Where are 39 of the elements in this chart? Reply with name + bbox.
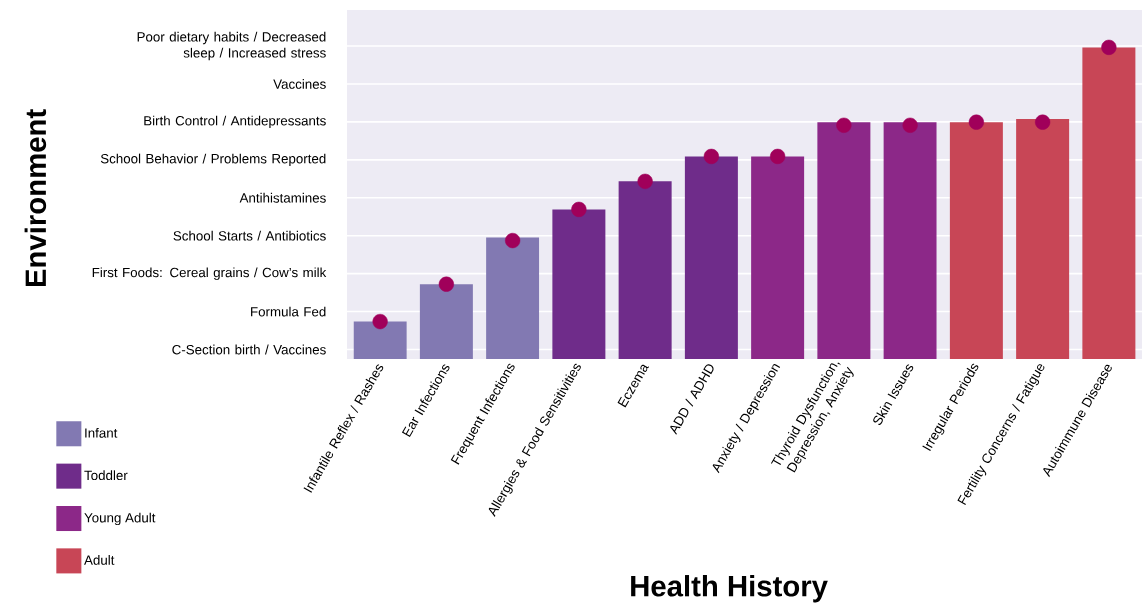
point (505, 232, 521, 249)
bar (419, 284, 473, 359)
point (968, 114, 984, 130)
point (1035, 114, 1051, 130)
point (637, 173, 653, 189)
text: Vaccines (273, 79, 326, 89)
point (836, 117, 852, 133)
point (571, 201, 587, 218)
bar (751, 156, 805, 359)
text: C-Section birth / Vaccines (172, 344, 326, 355)
bar (949, 122, 1003, 359)
text: School Behavior / Problems Reported (100, 153, 326, 167)
bar (1082, 47, 1136, 359)
bar (552, 209, 606, 359)
text: Environment (24, 109, 47, 287)
legend-label: Adult (84, 555, 115, 565)
legend-label: Young Adult (84, 512, 156, 526)
legend-label: Infant (85, 427, 118, 438)
bar (883, 122, 937, 359)
legend-label: Toddler (84, 470, 128, 481)
text: First Foods: Cereal grains / Cow’s milk (92, 267, 327, 280)
point (372, 313, 388, 330)
point (438, 276, 454, 292)
text: Birth Control / Antidepressants (144, 115, 326, 129)
bar (1016, 119, 1070, 359)
text: Poor dietary habits / Decreased sleep / Increased stress (137, 31, 326, 61)
point (703, 148, 719, 165)
text: Antihistamines (239, 192, 326, 203)
point (902, 117, 918, 133)
bar (618, 181, 672, 359)
bar (353, 321, 407, 359)
bar (684, 156, 738, 359)
bar (486, 237, 540, 359)
text: School Starts / Antibiotics (173, 230, 326, 241)
text: Formula Fed (251, 306, 326, 317)
point (770, 148, 786, 165)
point (1101, 39, 1117, 55)
x-axis-title: Health History (631, 575, 828, 603)
bar (817, 122, 871, 359)
